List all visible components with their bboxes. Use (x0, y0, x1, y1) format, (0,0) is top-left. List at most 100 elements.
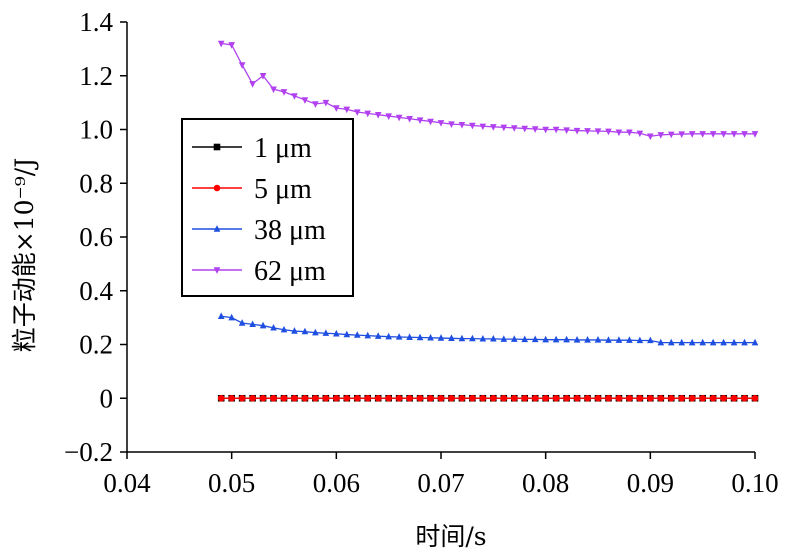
data-point (573, 127, 581, 135)
data-point (594, 336, 602, 343)
data-point (270, 394, 277, 402)
data-point (333, 394, 340, 402)
data-point (667, 338, 675, 346)
data-point (657, 394, 665, 402)
data-point (688, 338, 696, 346)
data-point (291, 93, 298, 100)
data-point (678, 394, 686, 402)
legend-marker (213, 184, 221, 192)
data-point (552, 335, 560, 343)
data-point (395, 333, 403, 340)
data-point (709, 394, 717, 402)
data-point (322, 394, 330, 402)
x-ticks: 0.04 0.05 0.06 0.07 0.08 0.09 0.10 (103, 452, 779, 498)
data-point (751, 394, 759, 402)
data-point (730, 131, 738, 138)
data-point (605, 394, 612, 402)
data-point (500, 335, 508, 342)
data-point (615, 336, 623, 343)
data-point (301, 327, 309, 335)
data-point (301, 394, 309, 402)
x-tick-label: 0.06 (313, 468, 360, 498)
y-tick-label: 0.6 (79, 222, 113, 252)
y-tick-label: 0.4 (79, 276, 113, 306)
x-tick-label: 0.08 (522, 468, 569, 498)
y-axis-title: 粒子动能×10⁻⁹/J (10, 158, 39, 352)
data-point (270, 86, 277, 94)
data-point (469, 334, 476, 342)
y-tick-label: 1.0 (79, 115, 113, 145)
data-point (605, 336, 612, 343)
data-point (406, 333, 413, 340)
x-tick-label: 0.04 (103, 468, 151, 498)
data-point (374, 394, 382, 402)
data-point (720, 131, 727, 138)
data-point (605, 128, 612, 136)
data-point (741, 338, 748, 346)
data-point (741, 394, 748, 402)
data-point (280, 394, 288, 402)
data-point (228, 42, 235, 49)
series-2 (217, 312, 759, 346)
x-tick-label: 0.10 (731, 468, 778, 498)
data-point (667, 131, 675, 139)
data-point (249, 394, 256, 402)
data-point (353, 331, 361, 338)
data-point (280, 89, 288, 96)
data-point (458, 334, 466, 342)
data-point (709, 338, 717, 346)
data-point (270, 323, 277, 331)
legend: 1 μm 5 μm 38 μm 62 μm (181, 118, 354, 297)
data-point (238, 394, 246, 402)
data-point (531, 126, 539, 133)
data-point (490, 124, 497, 131)
data-point (416, 333, 424, 341)
data-point (657, 338, 665, 346)
data-point (238, 62, 246, 69)
data-point (416, 394, 424, 402)
data-point (594, 128, 602, 136)
x-tick-label: 0.07 (417, 468, 464, 498)
legend-item: 5 μm (192, 174, 312, 205)
data-point (343, 394, 351, 402)
legend-label: 38 μm (254, 215, 326, 246)
data-point (217, 312, 225, 319)
data-point (510, 394, 518, 402)
data-point (584, 394, 591, 402)
data-point (730, 394, 738, 402)
data-point (510, 335, 518, 342)
data-point (709, 131, 717, 138)
data-point (678, 338, 686, 346)
data-point (385, 332, 392, 340)
data-point (416, 117, 424, 124)
data-point (594, 394, 602, 402)
data-point (228, 313, 235, 321)
y-ticks: −0.2 0 0.2 0.4 0.6 0.8 1.0 1.2 1.4 (64, 7, 127, 467)
data-point (333, 329, 340, 337)
data-point (584, 128, 591, 135)
data-point (469, 394, 476, 402)
data-point (531, 394, 539, 402)
data-point (626, 129, 633, 137)
data-point (521, 394, 529, 402)
data-point (667, 394, 675, 402)
data-point (688, 131, 696, 138)
data-point (291, 394, 298, 402)
data-point (364, 331, 372, 339)
data-point (291, 327, 298, 334)
data-point (699, 394, 706, 402)
data-point (657, 132, 665, 139)
legend-label: 1 μm (254, 133, 312, 164)
data-point (395, 394, 403, 402)
data-point (563, 335, 570, 343)
legend-box (181, 118, 354, 297)
legend-label: 5 μm (254, 174, 312, 205)
x-axis-title: 时间/s (415, 522, 486, 551)
data-point (437, 394, 445, 402)
data-point (542, 335, 549, 343)
legend-label: 62 μm (254, 256, 326, 287)
data-point (573, 336, 581, 343)
data-point (584, 336, 591, 343)
data-point (521, 125, 529, 133)
data-point (312, 328, 319, 336)
